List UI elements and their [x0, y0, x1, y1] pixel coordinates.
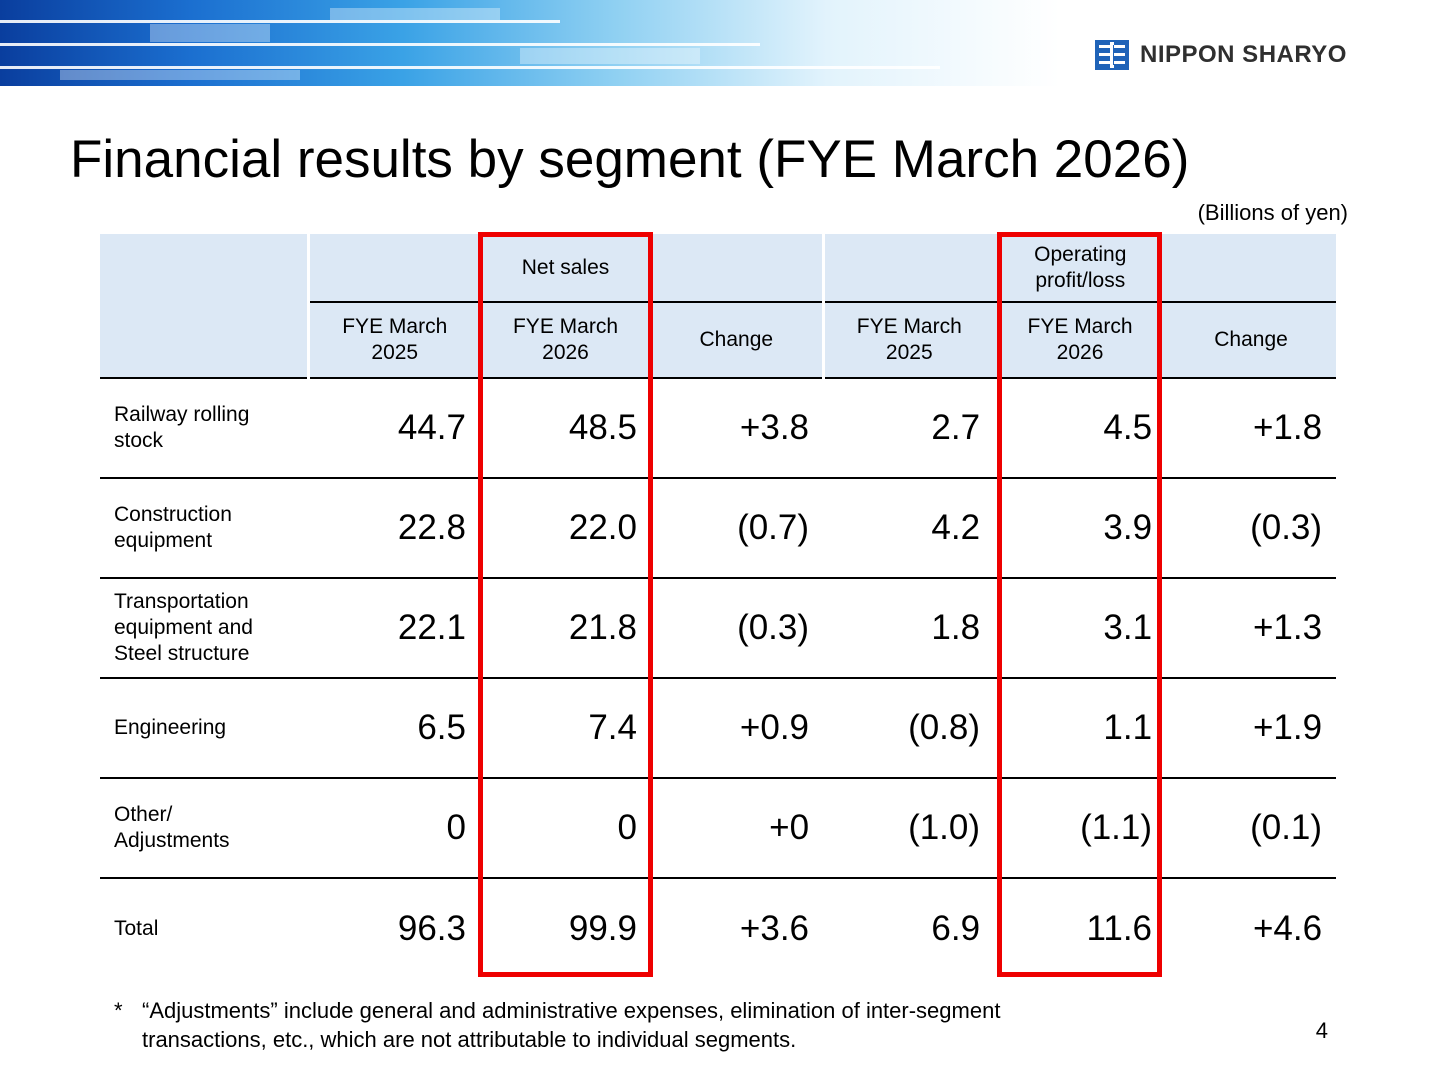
value-cell: 1.1: [994, 677, 1167, 778]
unit-label: (Billions of yen): [1197, 200, 1348, 225]
value-cell: (0.1): [1166, 777, 1337, 878]
nippon-sharyo-emblem-icon: [1095, 40, 1129, 70]
value-cell: 1.8: [823, 577, 995, 678]
subheader-op-profit-fy2026: FYE March 2026: [994, 301, 1167, 378]
value-cell: +3.8: [651, 377, 824, 478]
table-row: Construction equipment 22.8 22.0 (0.7) 4…: [100, 477, 1337, 578]
segment-label: Railway rolling stock: [100, 377, 308, 478]
page-number: 4: [1315, 1018, 1328, 1043]
value-cell: 6.5: [308, 677, 480, 778]
value-cell: (0.3): [1166, 477, 1337, 578]
value-cell: +1.9: [1166, 677, 1337, 778]
value-cell: 22.1: [308, 577, 480, 678]
operating-profit-group-header: Operating profit/loss: [821, 234, 1337, 302]
net-sales-group-header: Net sales: [306, 234, 824, 302]
segment-label: Total: [100, 877, 308, 978]
value-cell: 22.8: [308, 477, 480, 578]
value-cell: (0.8): [823, 677, 995, 778]
table-row: Other/ Adjustments 0 0 +0 (1.0) (1.1) (0…: [100, 777, 1337, 878]
company-logo: NIPPON SHARYO: [1094, 36, 1347, 74]
segment-label: Other/ Adjustments: [100, 777, 308, 878]
value-cell: +0.9: [651, 677, 824, 778]
subheader-op-profit-change: Change: [1166, 301, 1337, 378]
value-cell: 4.2: [823, 477, 995, 578]
table-row: Engineering 6.5 7.4 +0.9 (0.8) 1.1 +1.9: [100, 677, 1337, 778]
value-cell: 2.7: [823, 377, 995, 478]
logo-text: NIPPON SHARYO: [1140, 41, 1347, 68]
footnote: * “Adjustments” include general and admi…: [114, 996, 1087, 1054]
value-cell: 22.0: [480, 477, 651, 578]
table-row: Railway rolling stock 44.7 48.5 +3.8 2.7…: [100, 377, 1337, 478]
segment-label: Transportation equipment and Steel struc…: [100, 577, 308, 678]
subheader-net-sales-change: Change: [651, 301, 824, 378]
value-cell: +1.3: [1166, 577, 1337, 678]
footnote-text: “Adjustments” include general and admini…: [142, 998, 1001, 1052]
segment-label: Engineering: [100, 677, 308, 778]
value-cell: +3.6: [651, 877, 824, 978]
header-corner-cell: [100, 234, 308, 378]
value-cell: 3.1: [994, 577, 1167, 678]
value-cell: 96.3: [308, 877, 480, 978]
page-title: Financial results by segment (FYE March …: [70, 130, 1190, 189]
value-cell: 99.9: [480, 877, 651, 978]
value-cell: 11.6: [994, 877, 1167, 978]
table-row: Transportation equipment and Steel struc…: [100, 577, 1337, 678]
value-cell: 21.8: [480, 577, 651, 678]
subheader-net-sales-fy2025: FYE March 2025: [306, 301, 480, 378]
subheader-op-profit-fy2025: FYE March 2025: [821, 301, 995, 378]
value-cell: (0.7): [651, 477, 824, 578]
value-cell: (0.3): [651, 577, 824, 678]
footnote-marker: *: [114, 998, 123, 1023]
segment-results-table: Net sales Operating profit/loss FYE Marc…: [100, 234, 1337, 978]
value-cell: 7.4: [480, 677, 651, 778]
value-cell: +0: [651, 777, 824, 878]
header-banner: [0, 0, 1060, 86]
value-cell: +4.6: [1166, 877, 1337, 978]
value-cell: 0: [480, 777, 651, 878]
value-cell: (1.0): [823, 777, 995, 878]
segment-label: Construction equipment: [100, 477, 308, 578]
value-cell: 0: [308, 777, 480, 878]
value-cell: 48.5: [480, 377, 651, 478]
value-cell: 3.9: [994, 477, 1167, 578]
table-row-total: Total 96.3 99.9 +3.6 6.9 11.6 +4.6: [100, 877, 1337, 978]
value-cell: 4.5: [994, 377, 1167, 478]
operating-profit-header-label: Operating profit/loss: [1034, 242, 1127, 292]
net-sales-header-label: Net sales: [521, 255, 610, 279]
value-cell: +1.8: [1166, 377, 1337, 478]
value-cell: 6.9: [823, 877, 995, 978]
subheader-net-sales-fy2026: FYE March 2026: [480, 301, 651, 378]
value-cell: (1.1): [994, 777, 1167, 878]
value-cell: 44.7: [308, 377, 480, 478]
